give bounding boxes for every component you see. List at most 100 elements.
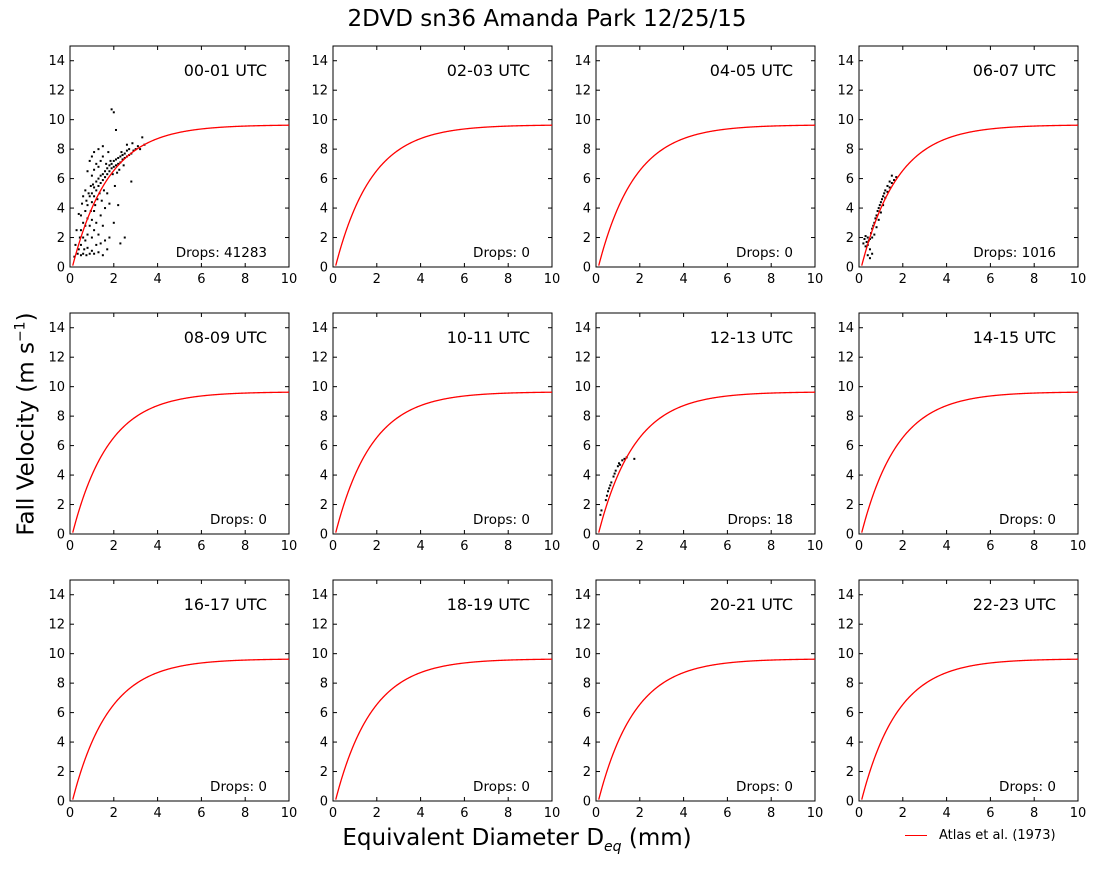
y-tick-label: 6 — [320, 439, 328, 454]
drop-point — [613, 472, 616, 475]
panel-time-label: 10-11 UTC — [447, 328, 530, 347]
drop-point — [93, 252, 96, 255]
drop-point — [890, 174, 893, 177]
drop-point — [97, 184, 100, 187]
drop-point — [132, 149, 135, 152]
drop-point — [623, 457, 626, 460]
y-tick-label: 6 — [583, 439, 591, 454]
drop-point — [79, 243, 82, 246]
x-tick-label: 4 — [153, 539, 161, 554]
drop-point — [88, 159, 91, 162]
y-tick-label: 14 — [311, 588, 328, 603]
drop-point — [89, 184, 92, 187]
x-tick-label: 4 — [942, 806, 950, 821]
x-tick-label: 6 — [197, 539, 205, 554]
drop-point — [99, 214, 102, 217]
y-tick-label: 2 — [57, 231, 65, 246]
drop-point — [864, 235, 867, 238]
drop-point — [886, 184, 889, 187]
drop-point — [109, 159, 112, 162]
drop-point — [118, 168, 121, 171]
panel-drops-label: Drops: 0 — [999, 512, 1056, 528]
x-tick-label: 2 — [110, 806, 118, 821]
drop-point — [117, 156, 120, 159]
y-tick-label: 0 — [583, 528, 591, 543]
panel-time-label: 16-17 UTC — [184, 595, 267, 614]
y-tick-label: 2 — [583, 498, 591, 513]
drop-point — [93, 229, 96, 232]
y-tick-label: 8 — [57, 410, 65, 425]
x-tick-label: 4 — [416, 539, 424, 554]
panel-time-label: 00-01 UTC — [184, 61, 267, 80]
y-tick-label: 0 — [57, 261, 65, 276]
x-tick-label: 2 — [899, 272, 907, 287]
panel-9: 0 2 4 6 8 10 0 2 4 6 8 10 12 14 16-17 UTC Drops: 0 — [48, 579, 297, 821]
y-tick-label: 4 — [57, 736, 65, 751]
panel-frame — [69, 579, 290, 802]
drop-point — [108, 164, 111, 167]
drop-point — [114, 128, 117, 131]
drop-point — [865, 240, 868, 243]
x-tick-label: 10 — [1070, 272, 1087, 287]
x-tick-label: 0 — [855, 539, 863, 554]
x-tick-label: 2 — [899, 806, 907, 821]
drop-point — [101, 155, 104, 158]
y-tick-label: 4 — [846, 736, 854, 751]
y-tick-label: 6 — [846, 172, 854, 187]
panel-1: 0 2 4 6 8 10 0 2 4 6 8 10 12 14 00-01 UTC Drops: 41283 — [48, 45, 297, 287]
x-tick-label: 6 — [197, 272, 205, 287]
panel-drops-label: Drops: 1016 — [973, 245, 1056, 261]
drop-point — [893, 179, 896, 182]
drop-point — [97, 165, 100, 168]
drop-point — [76, 252, 79, 255]
drop-point — [886, 190, 889, 193]
panel-7: 0 2 4 6 8 10 0 2 4 6 8 10 12 14 12-13 UTC Drops: 18 — [574, 312, 823, 554]
x-tick-label: 6 — [460, 272, 468, 287]
drop-point — [101, 224, 104, 227]
drop-point — [612, 475, 615, 478]
legend: Atlas et al. (1973) — [905, 828, 1056, 843]
y-tick-label: 2 — [57, 498, 65, 513]
x-tick-label: 4 — [153, 272, 161, 287]
y-tick-label: 6 — [320, 172, 328, 187]
y-tick-label: 0 — [846, 795, 854, 810]
drop-point — [90, 218, 93, 221]
drop-point — [94, 204, 97, 207]
drop-point — [866, 236, 869, 239]
drop-point — [866, 254, 869, 257]
x-tick-label: 10 — [544, 272, 561, 287]
drop-point — [90, 192, 93, 195]
x-tick-label: 8 — [1030, 272, 1038, 287]
drop-point — [110, 108, 113, 111]
y-tick-label: 6 — [57, 439, 65, 454]
drop-point — [86, 246, 89, 249]
y-tick-label: 10 — [311, 113, 328, 128]
drop-point — [97, 251, 100, 254]
x-tick-label: 4 — [679, 806, 687, 821]
drop-point — [106, 167, 109, 170]
drop-point — [99, 242, 102, 245]
drop-point — [873, 233, 876, 236]
x-tick-label: 2 — [636, 539, 644, 554]
y-tick-label: 6 — [846, 706, 854, 721]
drop-point — [95, 162, 98, 165]
panel-12: 0 2 4 6 8 10 0 2 4 6 8 10 12 14 22-23 UTC Drops: 0 — [837, 579, 1086, 821]
y-tick-label: 4 — [583, 202, 591, 217]
atlas-curve — [598, 391, 816, 533]
x-axis-label: Equivalent Diameter Deq (mm) — [342, 825, 691, 855]
drop-point — [79, 214, 82, 217]
drop-point — [91, 183, 94, 186]
drop-point — [607, 490, 610, 493]
drop-point — [97, 233, 100, 236]
panel-drops-label: Drops: 0 — [473, 512, 530, 528]
drop-point — [879, 201, 882, 204]
drop-point — [604, 499, 607, 502]
x-tick-label: 8 — [241, 539, 249, 554]
atlas-curve — [861, 124, 1079, 266]
panel-frame — [332, 579, 553, 802]
panel-time-label: 22-23 UTC — [973, 595, 1056, 614]
x-tick-label: 10 — [544, 806, 561, 821]
y-tick-label: 8 — [320, 410, 328, 425]
atlas-curve — [861, 658, 1079, 800]
